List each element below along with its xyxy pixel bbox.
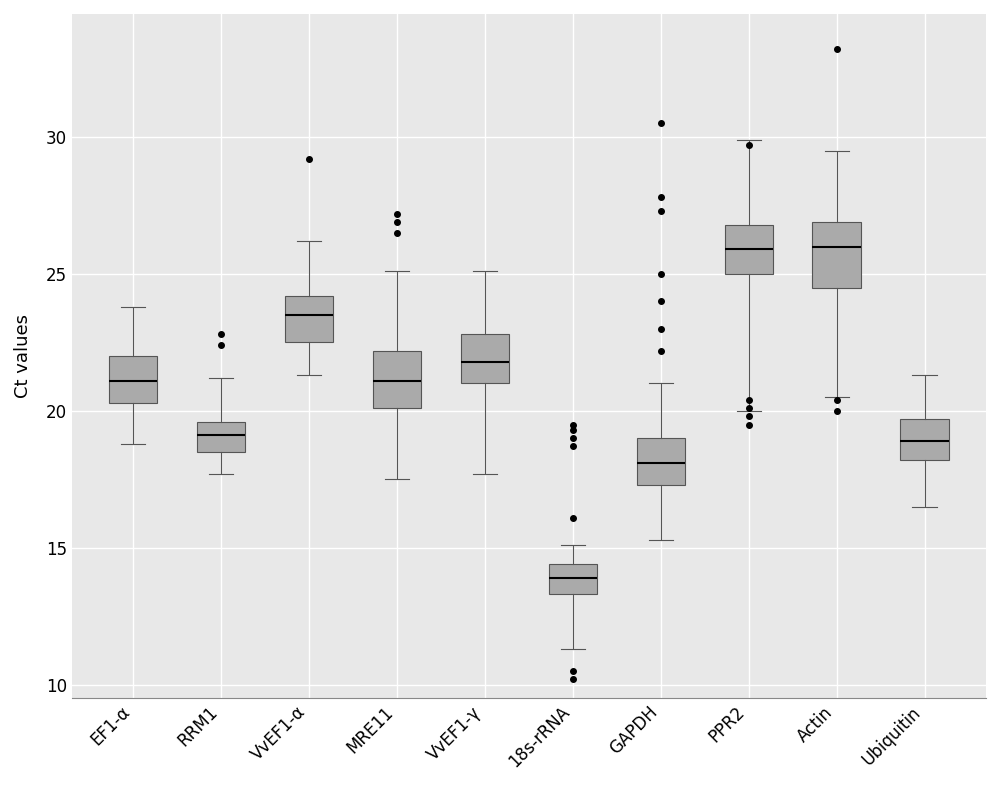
PathPatch shape (373, 351, 421, 408)
PathPatch shape (812, 222, 861, 287)
PathPatch shape (109, 356, 157, 403)
PathPatch shape (725, 225, 773, 274)
PathPatch shape (900, 419, 949, 460)
PathPatch shape (549, 564, 597, 594)
PathPatch shape (637, 438, 685, 485)
Y-axis label: Ct values: Ct values (14, 314, 32, 398)
PathPatch shape (461, 334, 509, 383)
PathPatch shape (197, 422, 245, 452)
PathPatch shape (285, 296, 333, 342)
